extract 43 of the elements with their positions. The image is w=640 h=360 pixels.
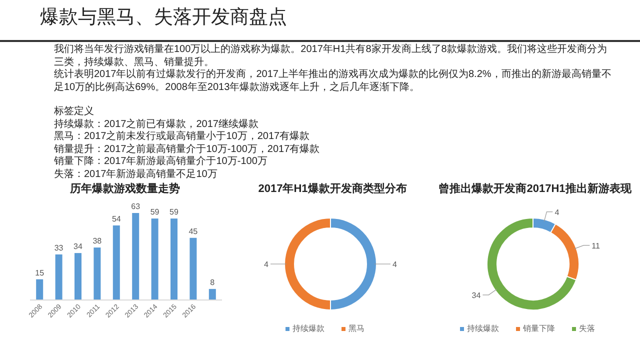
data-label: 4	[554, 208, 560, 217]
bar	[112, 225, 120, 300]
text: 我们将当年发行游戏销量在100万以上的游戏称为爆款。2017年H1共有8家开发商上线了8款爆款游戏。我们将这些开发商分为三类，持续爆款、黑马、销量提升。	[54, 44, 608, 68]
data-label: 4	[392, 260, 398, 269]
text: 持续爆款：2017之前已有爆款，2017继续爆款	[54, 118, 260, 130]
chart-title: 2017年H1爆款开发商类型分布	[258, 182, 407, 195]
data-label: 4	[264, 260, 270, 269]
bar	[151, 218, 158, 300]
bar	[208, 288, 216, 300]
bar	[55, 254, 62, 300]
data-label: 34	[472, 290, 482, 300]
data-label: 15	[35, 268, 45, 278]
legend-label: 黑马	[348, 324, 364, 333]
legend-label: 持续爆款	[467, 324, 499, 333]
donut-slice	[486, 218, 577, 310]
chart-title: 历年爆款游戏数量走势	[69, 182, 180, 195]
data-label: 59	[150, 208, 160, 217]
bar	[132, 213, 140, 300]
data-label: 8	[210, 278, 216, 287]
text: 黑马：2017之前未发行或最高销量小于10万，2017有爆款	[54, 131, 311, 144]
text: 爆款与黑马、失落开发商盘点	[40, 6, 287, 30]
bar	[36, 279, 44, 300]
text: 销量下降：2017年新游最高销量介于10万-100万	[54, 156, 268, 168]
legend-label: 销量下降	[522, 324, 555, 333]
bar	[74, 253, 82, 300]
data-label: 45	[188, 226, 198, 236]
text: 标签定义	[54, 106, 95, 118]
text: 销量提升：2017之前最高销量介于10万-100万，2017有爆款	[54, 144, 321, 156]
data-label: 38	[92, 236, 102, 246]
text: 统计表明2017年以前有过爆款发行的开发商，2017上半年推出的游戏再次成为爆款的比例仅为8.2%，而推出的新游最高销量不足10万的比例高达69%。2008年至2013年爆款游戏逐年上升，之后几年逐渐下降。	[54, 69, 612, 94]
data-label: 54	[112, 214, 122, 224]
data-label: 59	[170, 208, 179, 217]
chart-title: 曾推出爆款开发商2017H1推出新游表现	[438, 182, 632, 195]
legend-label: 失落	[579, 324, 595, 333]
bar	[190, 238, 197, 300]
bar	[94, 248, 101, 300]
legend-label: 持续爆款	[292, 324, 324, 333]
text: 失落：2017年新游最高销量不足10万	[54, 168, 218, 181]
data-label: 33	[54, 243, 64, 252]
bar	[170, 218, 178, 300]
data-label: 34	[74, 242, 83, 252]
data-label: 11	[592, 241, 601, 250]
data-label: 63	[131, 202, 141, 211]
